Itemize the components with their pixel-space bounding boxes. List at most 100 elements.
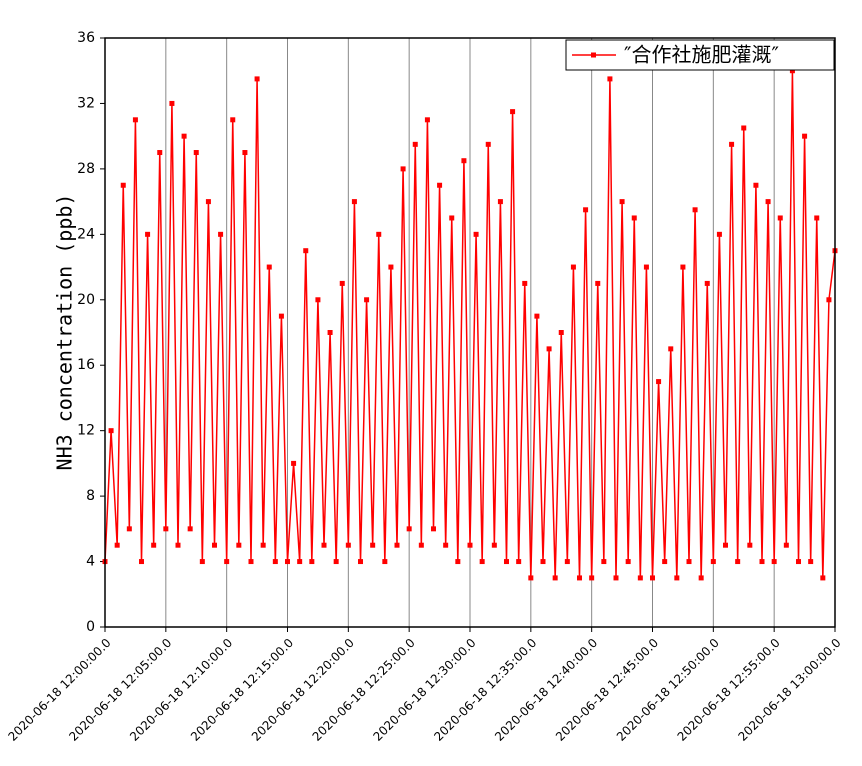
data-point [820, 575, 826, 581]
data-point [485, 141, 491, 147]
data-point [674, 575, 680, 581]
data-point [656, 379, 662, 385]
y-tick-label: 36 [77, 30, 95, 46]
data-point [601, 559, 607, 565]
data-point [351, 199, 357, 205]
legend-label[interactable]: ″合作社施肥灌溉″ [624, 43, 779, 67]
data-point [467, 542, 473, 548]
data-point [704, 280, 710, 286]
data-point [564, 559, 570, 565]
data-point [394, 542, 400, 548]
data-point [400, 166, 406, 172]
data-point [455, 559, 461, 565]
x-tick-label: 2020-06-18 12:55:00.0 [675, 636, 783, 744]
legend-marker [591, 52, 596, 58]
data-point [418, 542, 424, 548]
y-tick-label: 4 [86, 554, 95, 570]
x-tick-label: 2020-06-18 12:05:00.0 [66, 636, 174, 744]
data-point [406, 526, 412, 532]
data-point [783, 542, 789, 548]
data-point [607, 76, 613, 82]
x-tick-label: 2020-06-18 12:30:00.0 [370, 636, 478, 744]
data-point [777, 215, 783, 221]
data-point [388, 264, 394, 270]
data-point [212, 542, 217, 548]
data-point [236, 542, 242, 548]
data-point [370, 542, 376, 548]
data-point [376, 231, 382, 237]
data-point [260, 542, 266, 548]
data-point [613, 575, 619, 581]
data-point [643, 264, 649, 270]
x-tick-label: 2020-06-18 12:35:00.0 [431, 636, 539, 744]
y-tick-label: 8 [86, 488, 95, 504]
data-point [169, 100, 175, 106]
y-tick-label: 0 [86, 619, 95, 635]
data-point [516, 559, 522, 565]
data-point [266, 264, 272, 270]
data-point [771, 559, 777, 565]
data-point [199, 559, 205, 565]
data-point [504, 559, 509, 565]
data-point [473, 231, 479, 237]
data-point [662, 559, 668, 565]
data-point [735, 559, 741, 565]
data-point [108, 428, 114, 434]
data-point [449, 215, 455, 221]
data-point [443, 542, 449, 548]
data-point [345, 542, 351, 548]
data-point [680, 264, 686, 270]
data-point [802, 133, 808, 139]
data-point [126, 526, 132, 532]
x-tick-label: 2020-06-18 12:40:00.0 [492, 636, 600, 744]
data-point [698, 575, 704, 581]
data-point [181, 133, 187, 139]
y-tick-label: 28 [77, 161, 95, 177]
data-point [358, 559, 363, 565]
y-tick-label: 24 [77, 226, 95, 242]
data-point [583, 207, 589, 213]
data-point [327, 330, 333, 335]
data-point [163, 526, 169, 532]
data-point [120, 182, 126, 188]
data-point [686, 559, 692, 565]
data-point [132, 117, 138, 123]
data-point [534, 313, 540, 319]
data-point [765, 199, 771, 205]
x-tick-label: 2020-06-18 12:45:00.0 [553, 636, 661, 744]
data-point [139, 559, 144, 565]
data-point [589, 575, 595, 581]
x-tick-label: 2020-06-18 12:10:00.0 [127, 636, 235, 744]
data-point [461, 158, 467, 164]
data-point [309, 559, 315, 565]
x-tick-label: 2020-06-18 12:00:00.0 [5, 636, 113, 744]
data-point [157, 150, 163, 156]
data-point [668, 346, 674, 352]
data-point [339, 280, 345, 286]
data-point [285, 559, 290, 565]
data-point [747, 542, 753, 548]
data-point [723, 542, 728, 548]
data-point [315, 297, 321, 303]
data-point [759, 559, 765, 565]
data-point [193, 150, 199, 156]
x-tick-label: 2020-06-18 12:25:00.0 [310, 636, 418, 744]
data-point [479, 559, 485, 565]
data-point [303, 248, 309, 254]
data-point [650, 575, 655, 581]
data-point [272, 559, 278, 565]
data-point [716, 231, 722, 237]
data-point [729, 141, 735, 147]
data-point [522, 280, 528, 286]
data-point [789, 68, 795, 74]
y-axis-label: NH3 concentration (ppb) [53, 194, 77, 471]
data-point [741, 125, 747, 131]
data-point [297, 559, 303, 565]
data-point [540, 559, 546, 565]
data-point [552, 575, 558, 581]
data-point [424, 117, 430, 123]
data-point [692, 207, 698, 213]
data-point [218, 231, 224, 237]
data-point [619, 199, 625, 205]
data-point [321, 542, 327, 548]
